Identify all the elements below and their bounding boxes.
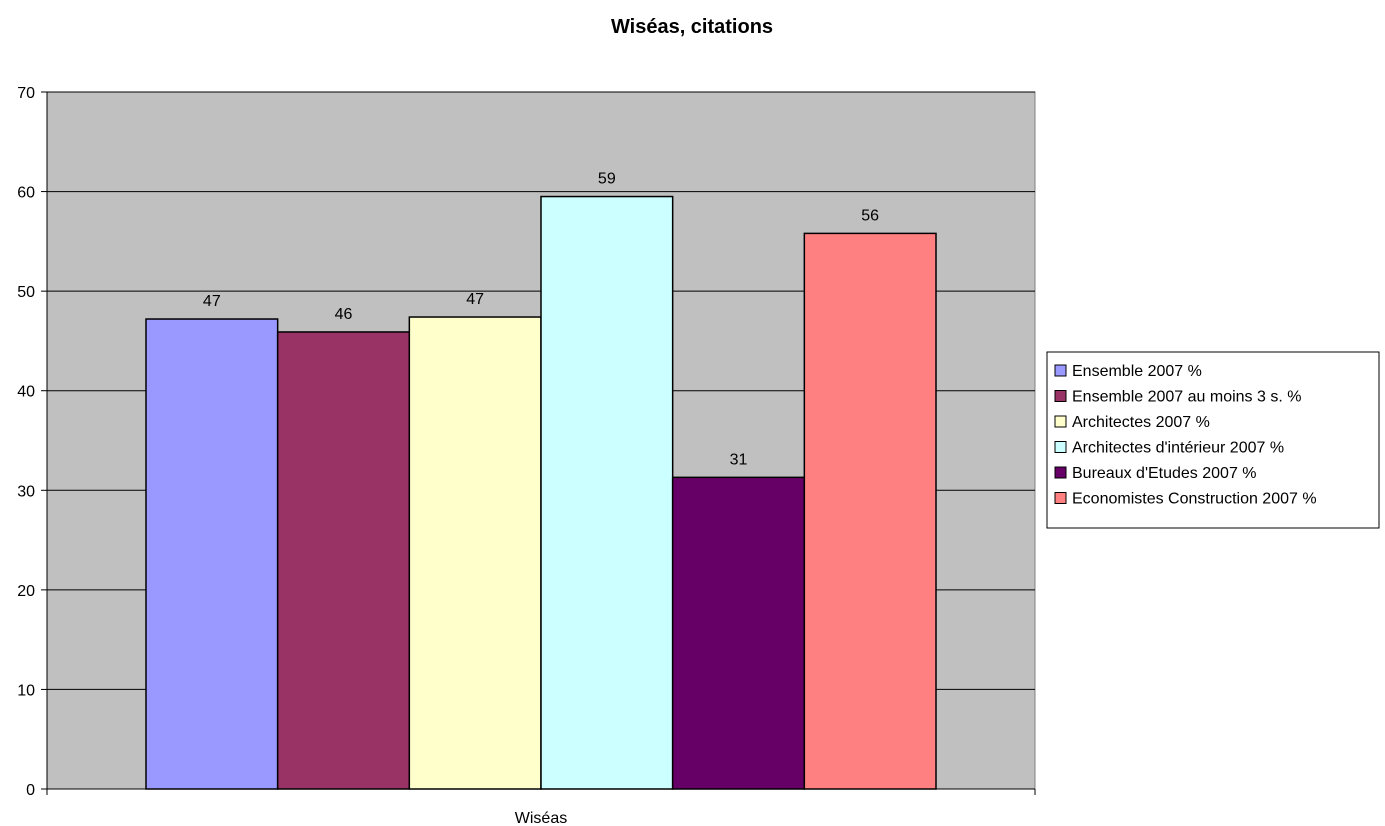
x-category-label: Wiséas [515, 810, 567, 826]
legend-swatch [1054, 390, 1067, 402]
bar [408, 316, 542, 790]
y-tick-label: 50 [17, 284, 35, 301]
bars-group [145, 195, 937, 790]
legend-entry-label: Ensemble 2007 % [1072, 363, 1202, 380]
bar-data-label: 59 [598, 171, 616, 188]
axes: 0 10 20 30 40 50 60 70 Wiséas [17, 85, 1036, 826]
y-tick-label: 40 [17, 384, 35, 401]
bar-data-label: 47 [203, 293, 221, 310]
legend-entry-label: Architectes d'intérieur 2007 % [1072, 440, 1284, 457]
legend-swatch [1054, 441, 1067, 453]
bar [671, 476, 806, 790]
bar-data-label: 56 [861, 207, 879, 224]
data-labels-group: 47 46 47 59 31 56 [203, 171, 879, 469]
bar [540, 195, 674, 790]
legend-swatch [1054, 364, 1067, 377]
bar-data-label: 46 [335, 306, 353, 323]
legend-box [1046, 351, 1380, 529]
bar [145, 318, 279, 790]
y-tick-label: 10 [17, 682, 35, 699]
bar [803, 232, 937, 790]
y-tick-label: 60 [17, 185, 35, 202]
y-tick-label: 70 [17, 85, 35, 102]
bar-data-label: 31 [730, 451, 748, 468]
y-tick-label: 30 [17, 483, 35, 500]
bar-data-label: 47 [466, 291, 484, 308]
y-tick-label: 20 [17, 583, 35, 600]
legend-swatch [1054, 466, 1067, 479]
legend-swatch [1054, 492, 1067, 504]
y-tick-label: 0 [26, 782, 35, 799]
legend-entry-label: Bureaux d'Etudes 2007 % [1072, 465, 1257, 482]
chart-title: Wiséas, citations [611, 16, 773, 38]
legend-entry-label: Ensemble 2007 au moins 3 s. % [1072, 389, 1301, 406]
legend-entry-label: Architectes 2007 % [1072, 414, 1210, 431]
legend-swatch [1054, 415, 1067, 428]
bar [276, 331, 411, 790]
legend-entry-label: Economistes Construction 2007 % [1072, 491, 1317, 508]
legend: Ensemble 2007 % Ensemble 2007 au moins 3 … [1046, 351, 1380, 529]
